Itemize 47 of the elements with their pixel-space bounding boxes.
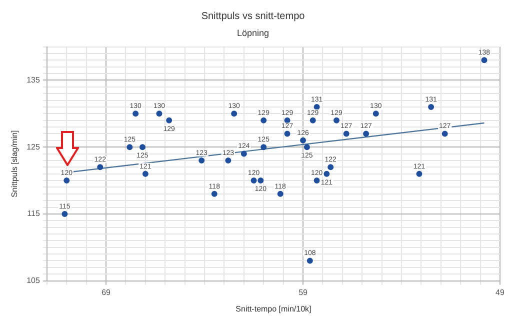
point xyxy=(240,150,247,157)
point xyxy=(64,178,70,184)
x-axis-title: Snitt-tempo [min/10k] xyxy=(236,304,312,314)
point xyxy=(314,104,320,110)
x-tick-label: 69 xyxy=(102,288,112,297)
point xyxy=(306,258,313,264)
x-tick-label: 49 xyxy=(496,288,505,297)
point xyxy=(198,157,205,164)
point xyxy=(132,110,139,117)
y-tick-label: 115 xyxy=(27,209,40,218)
point xyxy=(442,130,448,137)
point xyxy=(334,117,340,124)
point xyxy=(304,144,310,150)
y-tick-label: 135 xyxy=(26,75,40,84)
point xyxy=(300,137,306,144)
point xyxy=(277,190,284,197)
point xyxy=(428,104,434,110)
point xyxy=(324,170,330,177)
point xyxy=(260,117,267,124)
point xyxy=(260,144,267,150)
y-axis-title: Snittpuls [slag/min] xyxy=(10,130,20,198)
x-tick-label: 59 xyxy=(298,288,308,297)
point xyxy=(328,164,334,170)
chart-subtitle: Löpning xyxy=(236,28,270,38)
point xyxy=(211,190,218,197)
point xyxy=(372,110,379,117)
point xyxy=(363,130,370,137)
point xyxy=(62,210,68,217)
point xyxy=(258,178,264,184)
point xyxy=(284,130,290,137)
point xyxy=(250,178,257,184)
point xyxy=(310,117,316,124)
point xyxy=(142,170,148,177)
chart-title: Snittpuls vs snitt-tempo xyxy=(201,10,306,22)
point xyxy=(416,170,422,177)
point xyxy=(314,178,320,184)
point xyxy=(139,144,146,150)
y-tick-label: 105 xyxy=(26,276,40,286)
point xyxy=(156,110,162,117)
y-tick-label: 125 xyxy=(26,142,40,152)
point xyxy=(343,130,350,137)
point xyxy=(225,157,232,164)
point xyxy=(231,110,238,117)
point xyxy=(166,117,172,124)
point xyxy=(481,57,488,64)
point xyxy=(97,164,104,170)
point xyxy=(126,144,133,150)
